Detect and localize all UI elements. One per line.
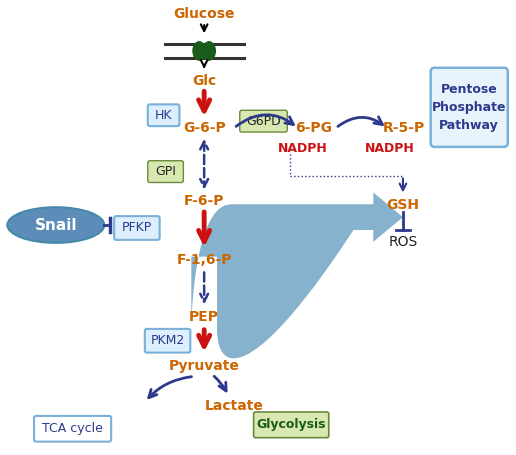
Text: TCA cycle: TCA cycle (42, 422, 103, 435)
FancyBboxPatch shape (148, 161, 183, 182)
Text: Lactate: Lactate (204, 399, 263, 413)
Text: PEP: PEP (189, 310, 219, 324)
Text: Glycolysis: Glycolysis (256, 418, 326, 431)
Text: Glc: Glc (192, 74, 216, 88)
Ellipse shape (7, 207, 104, 243)
FancyBboxPatch shape (253, 412, 329, 438)
Text: GSH: GSH (386, 198, 420, 212)
Text: PKM2: PKM2 (151, 334, 185, 347)
Text: Snail: Snail (35, 217, 77, 233)
Text: Pentose: Pentose (441, 83, 497, 96)
Text: F-6-P: F-6-P (184, 194, 224, 208)
Text: PFKP: PFKP (122, 222, 152, 234)
Text: Pyruvate: Pyruvate (169, 359, 239, 374)
Text: G-6-P: G-6-P (183, 121, 225, 135)
Ellipse shape (192, 41, 206, 61)
FancyBboxPatch shape (114, 216, 159, 240)
Text: F-1,6-P: F-1,6-P (176, 253, 232, 267)
FancyBboxPatch shape (145, 329, 190, 353)
Text: 6-PG: 6-PG (296, 121, 332, 135)
FancyBboxPatch shape (34, 416, 111, 442)
Polygon shape (191, 192, 403, 359)
FancyBboxPatch shape (240, 110, 287, 132)
Text: GPI: GPI (155, 165, 176, 178)
Ellipse shape (202, 41, 216, 61)
Text: NADPH: NADPH (365, 142, 415, 155)
FancyBboxPatch shape (148, 104, 180, 126)
Text: Glucose: Glucose (173, 7, 235, 21)
Text: Pathway: Pathway (439, 119, 499, 131)
FancyBboxPatch shape (431, 68, 508, 147)
Text: R-5-P: R-5-P (383, 121, 425, 135)
Text: G6PD: G6PD (246, 115, 281, 128)
Text: ROS: ROS (389, 235, 417, 249)
Text: Phosphate: Phosphate (432, 101, 507, 114)
Text: HK: HK (155, 109, 172, 122)
Text: NADPH: NADPH (278, 142, 328, 155)
